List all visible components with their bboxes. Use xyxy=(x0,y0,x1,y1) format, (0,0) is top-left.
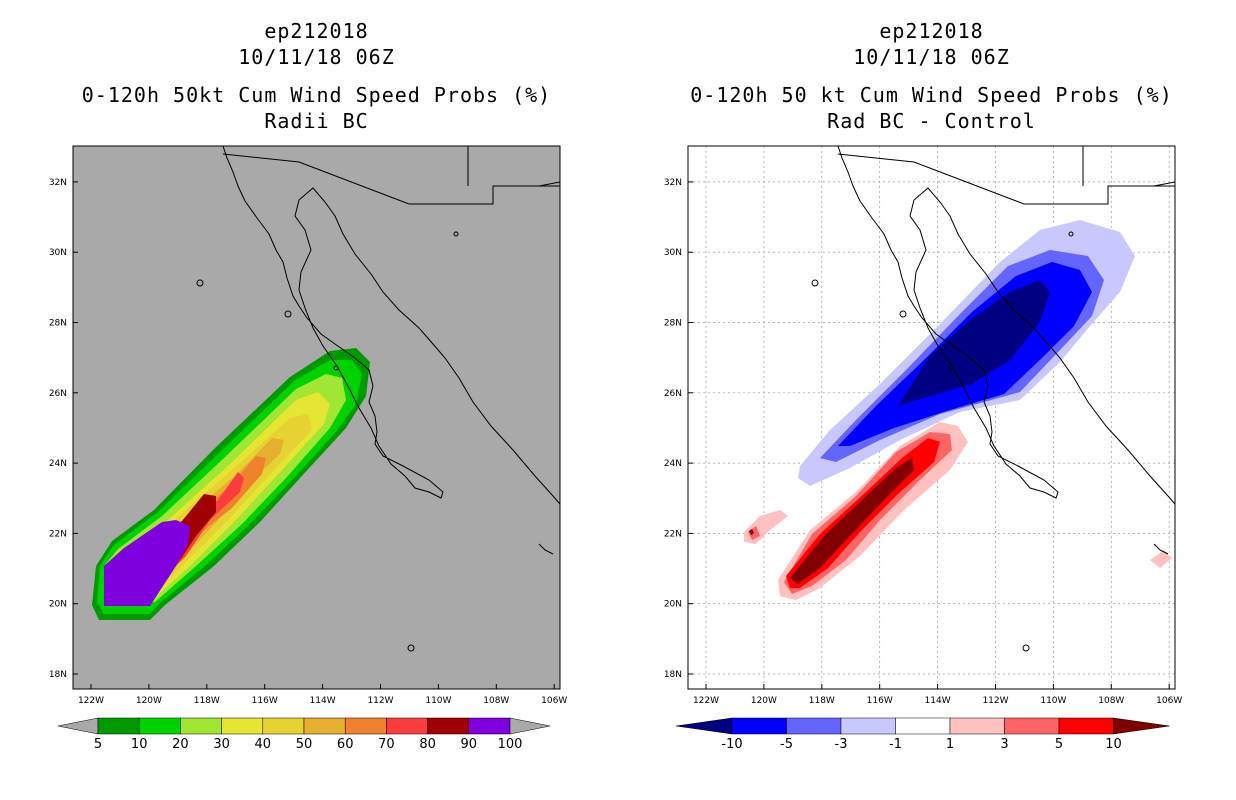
lat-tick-label: 30N xyxy=(49,248,67,258)
lat-tick-label: 20N xyxy=(49,600,67,610)
lon-tick-label: 122W xyxy=(693,696,719,706)
lat-tick-label: 32N xyxy=(664,178,682,188)
colorbar-swatch xyxy=(221,717,264,735)
lat-tick-label: 22N xyxy=(49,529,67,539)
colorbar-swatch xyxy=(786,717,842,735)
colorbar-swatch xyxy=(138,717,181,735)
colorbar-swatch xyxy=(386,717,428,735)
lat-tick-label: 24N xyxy=(49,459,67,469)
lon-tick-label: 114W xyxy=(925,696,951,706)
colorbar-end-low xyxy=(675,717,733,735)
lat-tick-label: 18N xyxy=(664,670,682,680)
lon-tick-label: 108W xyxy=(483,696,509,706)
lat-tick-label: 32N xyxy=(49,178,67,188)
colorbar-swatch xyxy=(427,717,470,735)
right-panel-title: ep212018 10/11/18 06Z 0-120h 50 kt Cum W… xyxy=(688,18,1175,134)
colorbar-swatch xyxy=(949,717,1005,735)
colorbar-swatch xyxy=(262,717,305,735)
lon-tick-label: 108W xyxy=(1098,696,1124,706)
colorbar-label: 20 xyxy=(172,737,189,752)
colorbar-swatch xyxy=(97,717,140,735)
colorbar-end-low xyxy=(57,717,99,735)
colorbar-swatch xyxy=(1058,717,1114,735)
left-datetime: 10/11/18 06Z xyxy=(238,45,395,69)
colorbar-label: 40 xyxy=(255,737,272,752)
colorbar-label: 30 xyxy=(213,737,230,752)
left-axis-ticks: 122W 120W 118W 116W 114W 112W 110W 108W 106W 18N 2… xyxy=(49,178,568,706)
colorbar-label: 5 xyxy=(1055,737,1063,752)
colorbar-label: 5 xyxy=(94,737,102,752)
left-map-frame xyxy=(72,145,561,690)
right-difference-contours xyxy=(744,146,1175,652)
colorbar-label: 10 xyxy=(131,737,148,752)
right-product-title: 0-120h 50 kt Cum Wind Speed Probs (%) xyxy=(690,83,1173,107)
lon-tick-label: 112W xyxy=(367,696,393,706)
lat-tick-label: 30N xyxy=(664,248,682,258)
lat-tick-label: 26N xyxy=(664,389,682,399)
colorbar-swatch xyxy=(895,717,951,735)
left-subtitle: Radii BC xyxy=(264,109,369,133)
lon-tick-label: 118W xyxy=(194,696,220,706)
right-subtitle: Rad BC - Control xyxy=(827,109,1036,133)
colorbar-label: -10 xyxy=(721,737,742,752)
colorbar-swatch xyxy=(344,717,387,735)
colorbar-swatch xyxy=(468,717,511,735)
colorbar-label: 60 xyxy=(337,737,354,752)
colorbar-swatch xyxy=(180,717,222,735)
colorbar-swatch xyxy=(1004,717,1060,735)
right-colorbar: -10 -5 -3 -1 1 3 5 10 xyxy=(675,717,1170,752)
lon-tick-label: 110W xyxy=(1040,696,1066,706)
lat-tick-label: 22N xyxy=(664,529,682,539)
lon-tick-label: 116W xyxy=(252,696,278,706)
lon-tick-label: 106W xyxy=(541,696,567,706)
colorbar-label: 100 xyxy=(498,737,523,752)
lon-tick-label: 116W xyxy=(867,696,893,706)
right-map-frame xyxy=(687,145,1176,690)
colorbar-swatch xyxy=(303,717,346,735)
lat-tick-label: 18N xyxy=(49,670,67,680)
colorbar-swatch xyxy=(731,717,787,735)
right-storm-id: ep212018 xyxy=(879,19,984,43)
right-datetime: 10/11/18 06Z xyxy=(853,45,1010,69)
colorbar-label: -1 xyxy=(889,737,902,752)
left-product-title: 0-120h 50kt Cum Wind Speed Probs (%) xyxy=(81,83,552,107)
lon-tick-label: 120W xyxy=(136,696,162,706)
colorbar-label: 1 xyxy=(946,737,954,752)
lon-tick-label: 118W xyxy=(809,696,835,706)
lon-tick-label: 106W xyxy=(1156,696,1182,706)
colorbar-label: 50 xyxy=(296,737,313,752)
colorbar-label: 80 xyxy=(419,737,436,752)
colorbar-label: 90 xyxy=(461,737,478,752)
right-axis-ticks: 122W 120W 118W 116W 114W 112W 110W 108W 106W 18N 2… xyxy=(664,178,1183,706)
colorbar-label: -3 xyxy=(835,737,848,752)
colorbar-label: -5 xyxy=(780,737,793,752)
lon-tick-label: 122W xyxy=(78,696,104,706)
lon-tick-label: 114W xyxy=(310,696,336,706)
colorbar-label: 10 xyxy=(1105,737,1122,752)
left-panel-title: ep212018 10/11/18 06Z 0-120h 50kt Cum Wi… xyxy=(73,18,560,134)
colorbar-label: 3 xyxy=(1000,737,1008,752)
colorbar-end-high xyxy=(509,717,551,735)
lat-tick-label: 28N xyxy=(49,319,67,329)
lat-tick-label: 28N xyxy=(664,319,682,329)
lon-tick-label: 112W xyxy=(982,696,1008,706)
lon-tick-label: 120W xyxy=(751,696,777,706)
left-colorbar: 5 10 20 30 40 50 60 70 80 90 100 xyxy=(57,717,551,752)
lat-tick-label: 26N xyxy=(49,389,67,399)
left-storm-id: ep212018 xyxy=(264,19,369,43)
left-map: 122W 120W 118W 116W 114W 112W 110W 108W 106W 18N 2… xyxy=(49,145,568,706)
lon-tick-label: 110W xyxy=(425,696,451,706)
lat-tick-label: 24N xyxy=(664,459,682,469)
colorbar-swatch xyxy=(840,717,896,735)
colorbar-end-high xyxy=(1113,717,1170,735)
right-map: 122W 120W 118W 116W 114W 112W 110W 108W 106W 18N 2… xyxy=(664,145,1183,706)
colorbar-label: 70 xyxy=(378,737,395,752)
lat-tick-label: 20N xyxy=(664,600,682,610)
left-probability-contours xyxy=(92,146,560,652)
